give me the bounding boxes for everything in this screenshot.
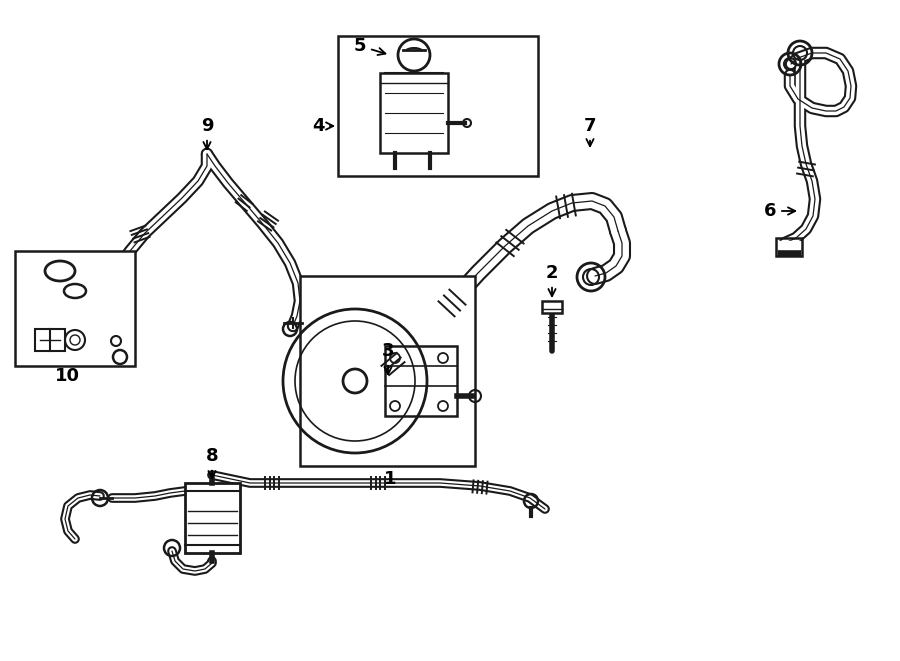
Bar — [380, 73, 448, 153]
Text: 3: 3 — [382, 342, 394, 374]
Text: 7: 7 — [584, 117, 596, 146]
Text: 9: 9 — [201, 117, 213, 149]
Text: 4: 4 — [311, 117, 333, 135]
Bar — [35, 329, 65, 351]
Bar — [385, 346, 457, 416]
Text: 6: 6 — [764, 202, 796, 220]
Bar — [542, 301, 562, 313]
Bar — [776, 238, 802, 256]
Text: 1: 1 — [383, 470, 396, 488]
Bar — [300, 276, 475, 466]
Text: 2: 2 — [545, 264, 558, 296]
Text: 5: 5 — [354, 37, 385, 55]
Text: 10: 10 — [55, 367, 79, 385]
Bar — [185, 483, 240, 553]
Bar — [15, 251, 135, 366]
Text: 8: 8 — [206, 447, 219, 478]
Bar — [338, 36, 538, 176]
